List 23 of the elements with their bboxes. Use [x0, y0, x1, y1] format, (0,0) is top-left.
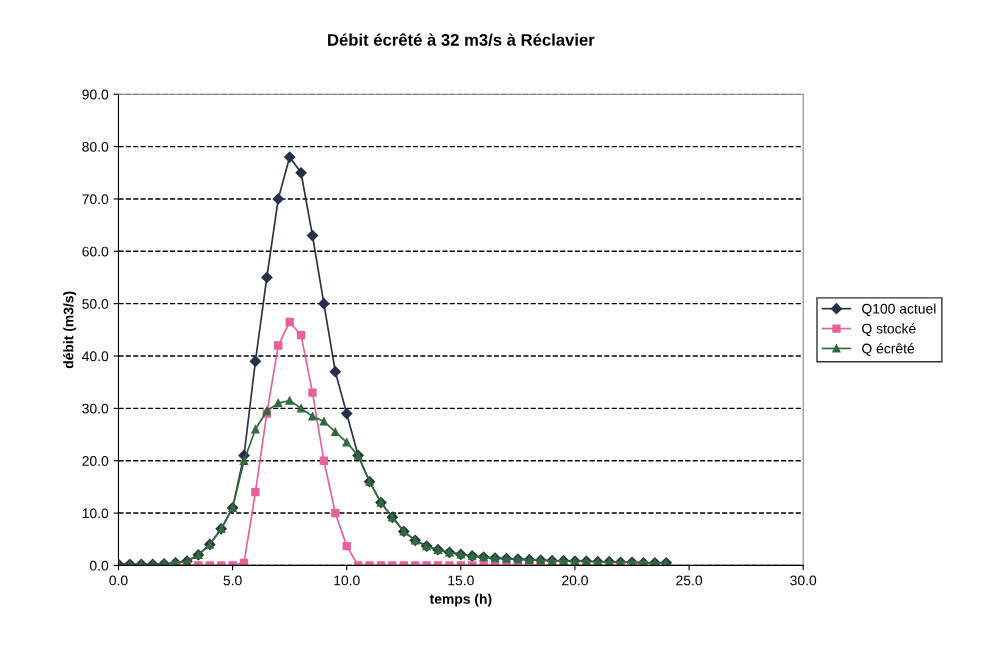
y-tick-label: 40.0 — [82, 351, 109, 362]
x-axis-title: temps (h) — [429, 593, 492, 607]
y-tick-label: 60.0 — [82, 246, 109, 257]
x-tick-label: 30.0 — [790, 575, 817, 586]
x-tick-label: 25.0 — [676, 575, 703, 586]
y-tick-label: 80.0 — [82, 141, 109, 152]
x-tick-label: 0.0 — [109, 575, 128, 586]
x-tick-label: 20.0 — [562, 575, 588, 586]
legend-label: Q stocké — [862, 323, 916, 337]
legend-label: Q100 actuel — [862, 303, 936, 317]
y-tick-label: 0.0 — [89, 560, 109, 571]
y-tick-label: 20.0 — [82, 456, 109, 466]
y-tick-label: 90.0 — [82, 89, 109, 100]
x-tick-label: 15.0 — [448, 575, 474, 586]
y-tick-label: 10.0 — [82, 508, 109, 519]
chart-title: Débit écrêté à 32 m3/s à Réclavier — [328, 33, 595, 46]
x-tick-label: 10.0 — [334, 575, 360, 586]
y-tick-label: 70.0 — [82, 194, 109, 205]
x-tick-label: 5.0 — [223, 575, 242, 586]
legend-label: Q écrêté — [862, 343, 915, 356]
y-tick-label: 50.0 — [82, 298, 109, 309]
y-tick-label: 30.0 — [82, 403, 109, 414]
y-axis-title: débit (m3/s) — [63, 291, 77, 369]
